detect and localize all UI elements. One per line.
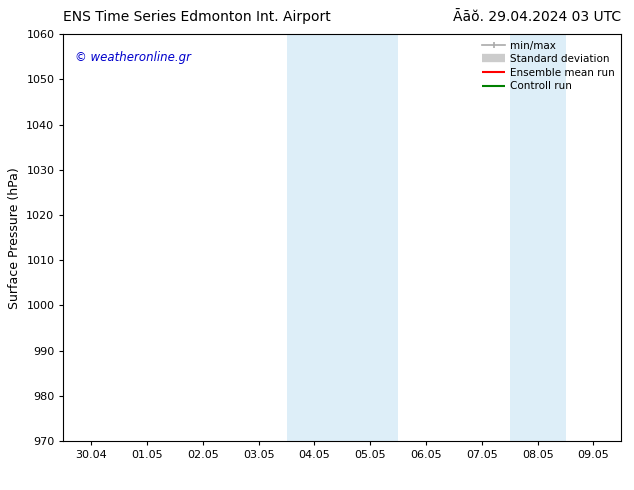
- Text: Āāŏ. 29.04.2024 03 UTC: Āāŏ. 29.04.2024 03 UTC: [453, 10, 621, 24]
- Y-axis label: Surface Pressure (hPa): Surface Pressure (hPa): [8, 167, 21, 309]
- Title: ENS Time Series Edmonton Int. Airport      Āāŏ. 29.04.2024 03 UTC: ENS Time Series Edmonton Int. Airport Āā…: [0, 489, 1, 490]
- Bar: [287, 34, 342, 441]
- Legend: min/max, Standard deviation, Ensemble mean run, Controll run: min/max, Standard deviation, Ensemble me…: [478, 36, 619, 96]
- Text: ENS Time Series Edmonton Int. Airport: ENS Time Series Edmonton Int. Airport: [63, 10, 331, 24]
- Bar: [342, 34, 398, 441]
- Text: © weatheronline.gr: © weatheronline.gr: [75, 50, 191, 64]
- Bar: [510, 34, 566, 441]
